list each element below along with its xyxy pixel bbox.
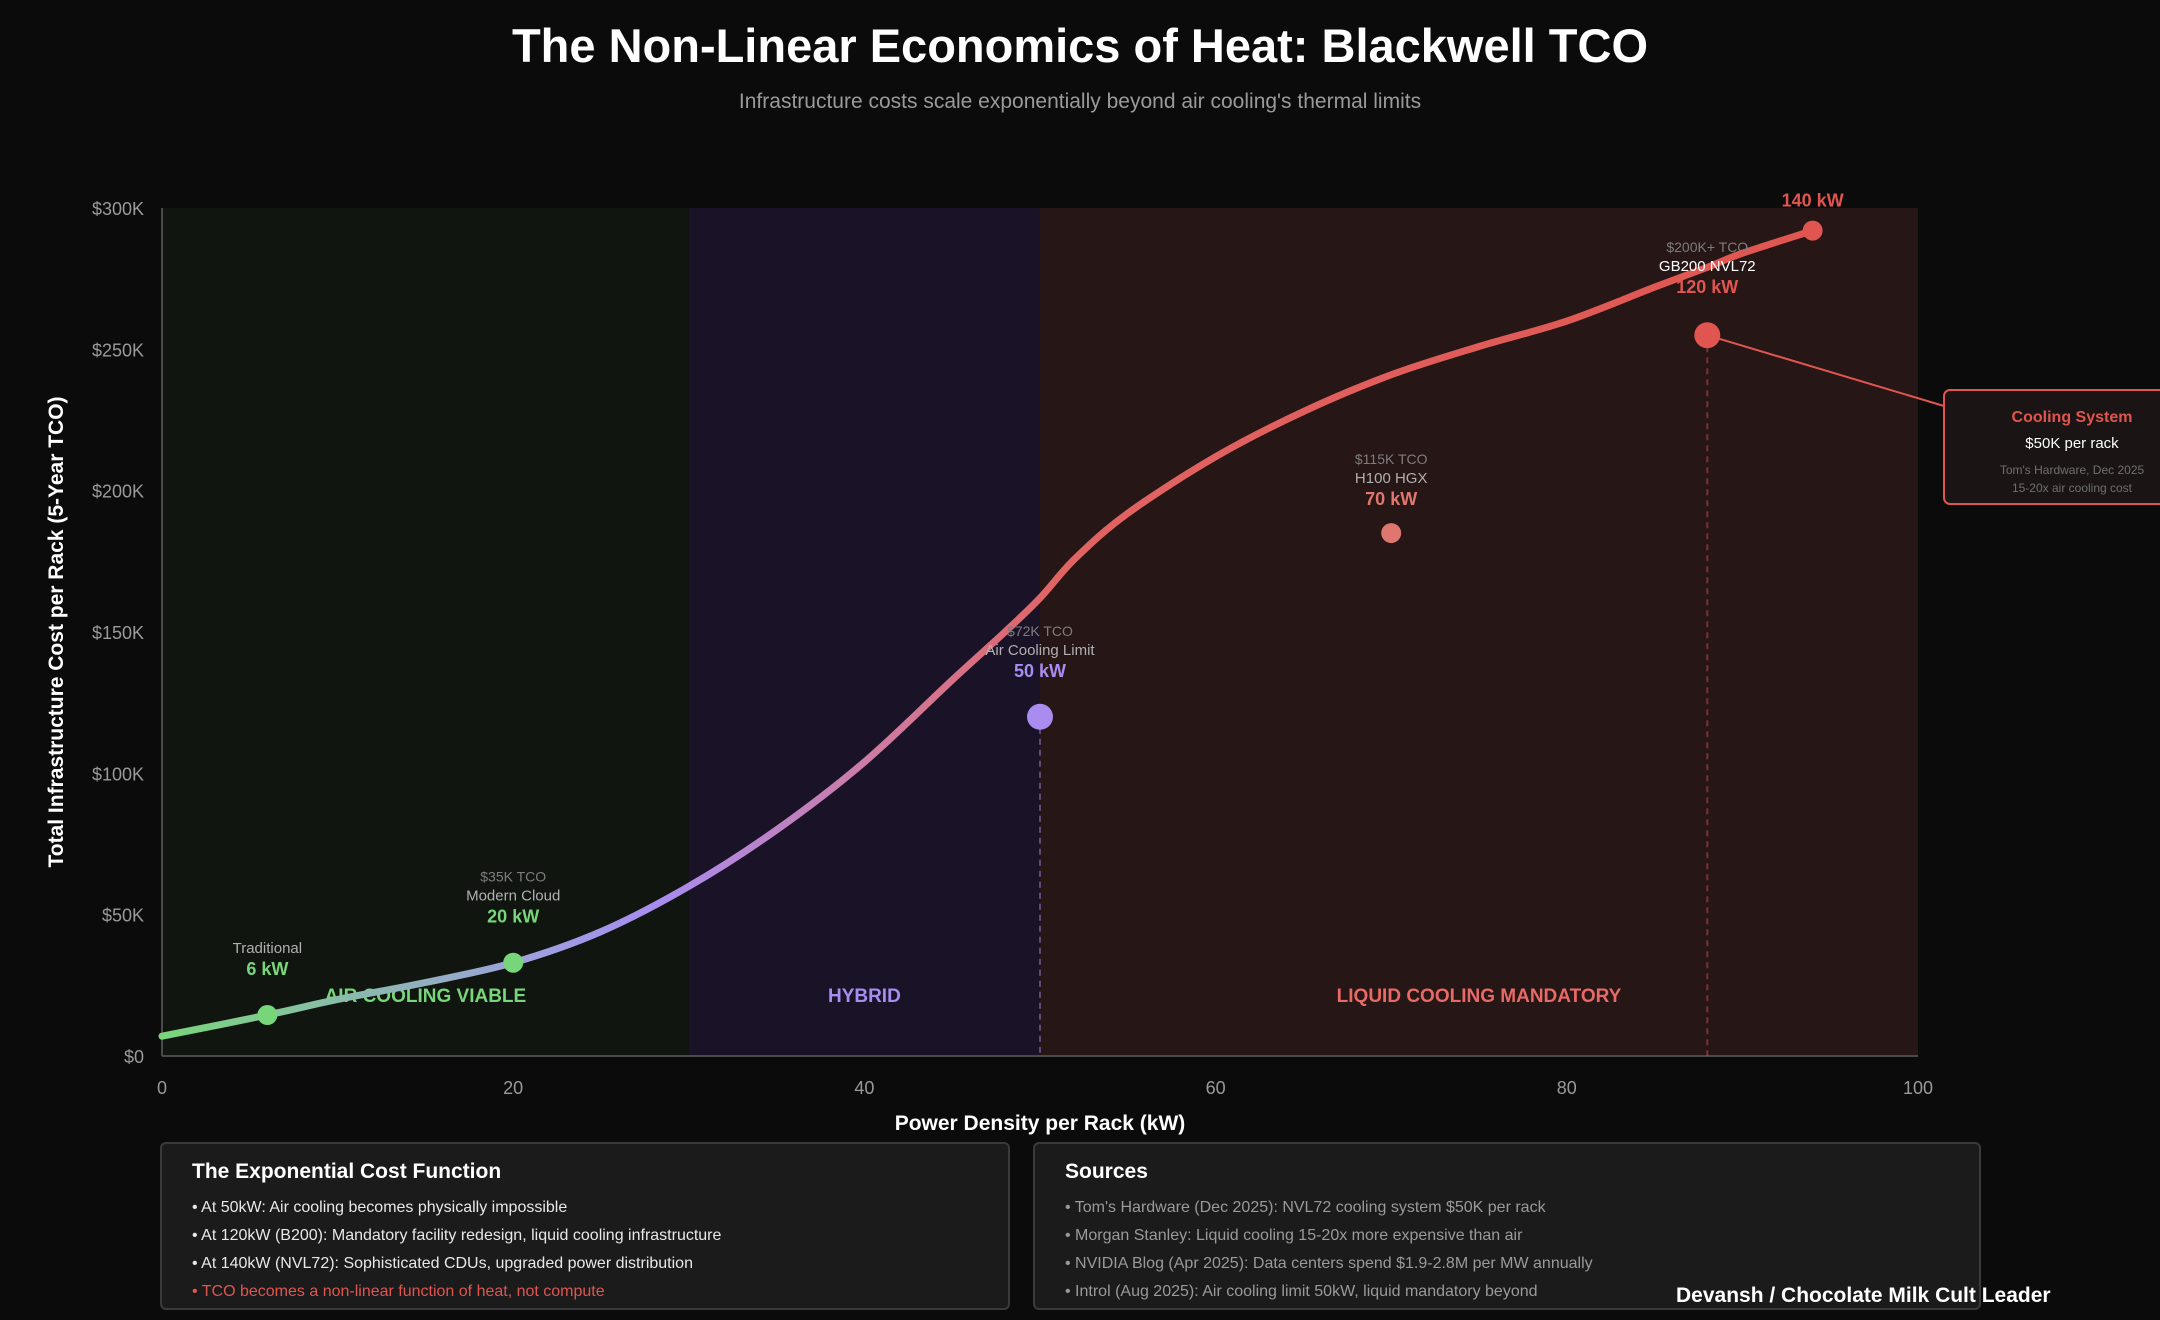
point-tco-label: $115K TCO [1355, 451, 1428, 467]
data-point [1027, 703, 1053, 730]
x-tick-label: 60 [1206, 1078, 1226, 1098]
callout-note: 15-20x air cooling cost [2012, 481, 2133, 495]
source-line: • NVIDIA Blog (Apr 2025): Data centers s… [1065, 1255, 1593, 1272]
x-tick-label: 0 [157, 1078, 167, 1098]
source-line: • Tom's Hardware (Dec 2025): NVL72 cooli… [1065, 1199, 1546, 1216]
author-credit: Devansh / Chocolate Milk Cult Leader [1676, 1284, 2051, 1307]
cost-panel-line: • At 140kW (NVL72): Sophisticated CDUs, … [192, 1255, 693, 1272]
point-power-label: 70 kW [1365, 489, 1417, 509]
zone-band [162, 208, 689, 1056]
data-point [503, 952, 524, 973]
y-tick-label: $250K [92, 340, 144, 360]
point-power-label: 120 kW [1676, 277, 1738, 297]
tco-curve [158, 227, 1817, 1040]
sources-panel-title: Sources [1065, 1160, 1148, 1183]
callout-source: Tom's Hardware, Dec 2025 [2000, 463, 2145, 477]
sources-panel: Sources • Tom's Hardware (Dec 2025): NVL… [1033, 1142, 1981, 1310]
point-name-label: Modern Cloud [466, 888, 560, 905]
cost-function-panel: The Exponential Cost Function • At 50kW:… [160, 1142, 1010, 1310]
point-name-label: Traditional [233, 940, 302, 957]
point-power-label: 6 kW [246, 959, 288, 979]
callout-value: $50K per rack [2025, 435, 2119, 452]
cost-panel-line: • At 120kW (B200): Mandatory facility re… [192, 1227, 722, 1244]
callout-leader-line [1706, 334, 1945, 407]
zone-band [688, 208, 1040, 1056]
y-tick-label: $300K [92, 199, 144, 219]
y-tick-label: $100K [92, 764, 144, 784]
x-tick-label: 100 [1903, 1078, 1933, 1098]
point-power-label: 50 kW [1014, 661, 1066, 681]
y-tick-label: $0 [124, 1047, 144, 1067]
y-tick-label: $200K [92, 482, 144, 502]
zone-band [1040, 208, 1918, 1056]
x-axis-label: Power Density per Rack (kW) [895, 1112, 1186, 1135]
y-axis-label: Total Infrastructure Cost per Rack (5-Ye… [45, 396, 68, 867]
y-tick-label: $150K [92, 623, 144, 643]
point-tco-label: $72K TCO [1007, 623, 1073, 639]
point-name-label: GB200 NVL72 [1659, 258, 1756, 275]
point-tco-label: $35K TCO [480, 869, 546, 885]
y-tick-label: $50K [102, 906, 144, 926]
cost-panel-title: The Exponential Cost Function [192, 1160, 502, 1183]
source-line: • Morgan Stanley: Liquid cooling 15-20x … [1065, 1227, 1523, 1244]
source-line: • Introl (Aug 2025): Air cooling limit 5… [1065, 1283, 1538, 1300]
callout-title: Cooling System [2012, 409, 2133, 426]
zone-label: HYBRID [828, 986, 901, 1007]
data-point [1802, 220, 1823, 241]
x-tick-label: 20 [503, 1078, 523, 1098]
tco-chart: AIR COOLING VIABLE HYBRID LIQUID COOLING M… [45, 191, 2160, 1135]
point-name-label: Air Cooling Limit [985, 642, 1095, 659]
data-point [1381, 523, 1402, 544]
page-subtitle: Infrastructure costs scale exponentially… [738, 90, 1422, 113]
page-title: The Non-Linear Economics of Heat: Blackw… [511, 19, 1649, 72]
point-power-label: 140 kW [1782, 191, 1844, 211]
point-power-label: 20 kW [487, 907, 539, 927]
cost-panel-line: • At 50kW: Air cooling becomes physicall… [192, 1199, 568, 1216]
point-tco-label: $200K+ TCO [1666, 239, 1748, 255]
data-point [257, 1005, 278, 1026]
x-tick-label: 80 [1557, 1078, 1577, 1098]
cost-panel-line-highlight: • TCO becomes a non-linear function of h… [192, 1283, 605, 1300]
point-name-label: H100 HGX [1355, 470, 1428, 487]
zone-label: LIQUID COOLING MANDATORY [1337, 986, 1622, 1007]
cooling-callout-box [1943, 389, 2160, 505]
x-tick-label: 40 [854, 1078, 874, 1098]
